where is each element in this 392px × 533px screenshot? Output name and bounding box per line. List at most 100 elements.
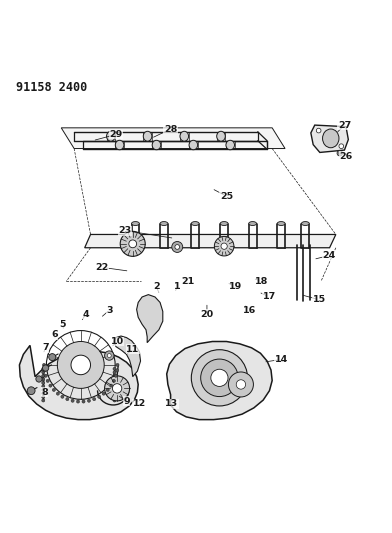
- Circle shape: [191, 350, 248, 406]
- Circle shape: [229, 372, 253, 397]
- Circle shape: [105, 351, 114, 360]
- Circle shape: [106, 389, 109, 391]
- Circle shape: [56, 392, 60, 395]
- Circle shape: [98, 395, 101, 398]
- Circle shape: [113, 395, 116, 399]
- Circle shape: [42, 381, 45, 384]
- Circle shape: [113, 381, 116, 384]
- Ellipse shape: [152, 140, 161, 150]
- Ellipse shape: [189, 140, 198, 150]
- Circle shape: [337, 150, 343, 156]
- Ellipse shape: [132, 222, 140, 225]
- Circle shape: [93, 398, 96, 401]
- Circle shape: [109, 384, 113, 387]
- Text: 27: 27: [338, 120, 351, 130]
- Circle shape: [113, 392, 116, 395]
- Ellipse shape: [143, 131, 152, 141]
- Text: 2: 2: [153, 282, 160, 292]
- Circle shape: [107, 353, 111, 358]
- Circle shape: [87, 399, 91, 402]
- Circle shape: [71, 399, 74, 402]
- Circle shape: [113, 389, 116, 392]
- Circle shape: [214, 237, 234, 256]
- Text: 18: 18: [255, 277, 268, 286]
- Text: 23: 23: [118, 226, 131, 235]
- Polygon shape: [114, 336, 141, 377]
- Circle shape: [105, 376, 130, 401]
- Circle shape: [113, 367, 116, 370]
- Text: 15: 15: [312, 295, 326, 304]
- Ellipse shape: [180, 131, 189, 141]
- Circle shape: [46, 379, 49, 383]
- Circle shape: [82, 400, 85, 403]
- Text: 25: 25: [220, 192, 233, 201]
- Circle shape: [114, 374, 118, 377]
- Text: 29: 29: [109, 130, 123, 139]
- Circle shape: [221, 243, 227, 249]
- Circle shape: [42, 367, 45, 370]
- Circle shape: [57, 342, 104, 389]
- Text: 8: 8: [41, 388, 48, 397]
- Text: 4: 4: [83, 310, 89, 319]
- Text: 28: 28: [164, 125, 177, 133]
- Ellipse shape: [301, 222, 309, 225]
- Polygon shape: [61, 128, 285, 149]
- Ellipse shape: [249, 222, 256, 225]
- Circle shape: [113, 374, 116, 377]
- Text: 13: 13: [165, 400, 178, 408]
- Circle shape: [52, 389, 55, 391]
- Circle shape: [113, 378, 116, 381]
- Text: 21: 21: [181, 277, 194, 286]
- Circle shape: [42, 389, 45, 392]
- Circle shape: [49, 384, 52, 387]
- Text: 20: 20: [200, 310, 214, 319]
- Circle shape: [42, 385, 45, 388]
- Text: 11: 11: [126, 345, 139, 354]
- Circle shape: [201, 359, 238, 397]
- Circle shape: [113, 399, 116, 402]
- Circle shape: [42, 364, 45, 367]
- Ellipse shape: [226, 140, 234, 150]
- Circle shape: [61, 395, 64, 398]
- Text: 17: 17: [263, 293, 276, 302]
- Text: 5: 5: [59, 320, 66, 329]
- Circle shape: [49, 353, 56, 361]
- Text: 14: 14: [274, 355, 288, 364]
- Circle shape: [71, 355, 91, 375]
- Text: 10: 10: [111, 337, 123, 346]
- Circle shape: [36, 376, 42, 382]
- Circle shape: [113, 384, 122, 393]
- Text: 1: 1: [174, 282, 181, 292]
- Text: 6: 6: [51, 330, 58, 340]
- Text: 7: 7: [42, 343, 49, 352]
- Text: 19: 19: [229, 282, 242, 292]
- Ellipse shape: [277, 222, 285, 225]
- Circle shape: [44, 374, 47, 377]
- Circle shape: [76, 400, 80, 403]
- Circle shape: [42, 378, 45, 381]
- Circle shape: [129, 240, 137, 248]
- Circle shape: [66, 398, 69, 401]
- Circle shape: [42, 374, 45, 377]
- Circle shape: [43, 369, 46, 372]
- Text: 16: 16: [243, 306, 256, 315]
- Ellipse shape: [160, 222, 168, 225]
- Polygon shape: [311, 125, 348, 152]
- Ellipse shape: [323, 129, 339, 148]
- Polygon shape: [85, 235, 336, 248]
- Circle shape: [113, 371, 116, 374]
- Circle shape: [42, 365, 49, 371]
- Circle shape: [116, 364, 119, 367]
- Circle shape: [172, 241, 183, 253]
- Circle shape: [211, 369, 228, 386]
- Circle shape: [42, 392, 45, 395]
- Circle shape: [112, 379, 115, 383]
- Circle shape: [236, 380, 246, 389]
- Text: 24: 24: [322, 251, 336, 260]
- Circle shape: [116, 369, 119, 372]
- Ellipse shape: [220, 222, 228, 225]
- Text: 26: 26: [339, 152, 352, 161]
- Circle shape: [42, 399, 45, 402]
- Polygon shape: [167, 342, 272, 419]
- Text: 3: 3: [106, 306, 113, 315]
